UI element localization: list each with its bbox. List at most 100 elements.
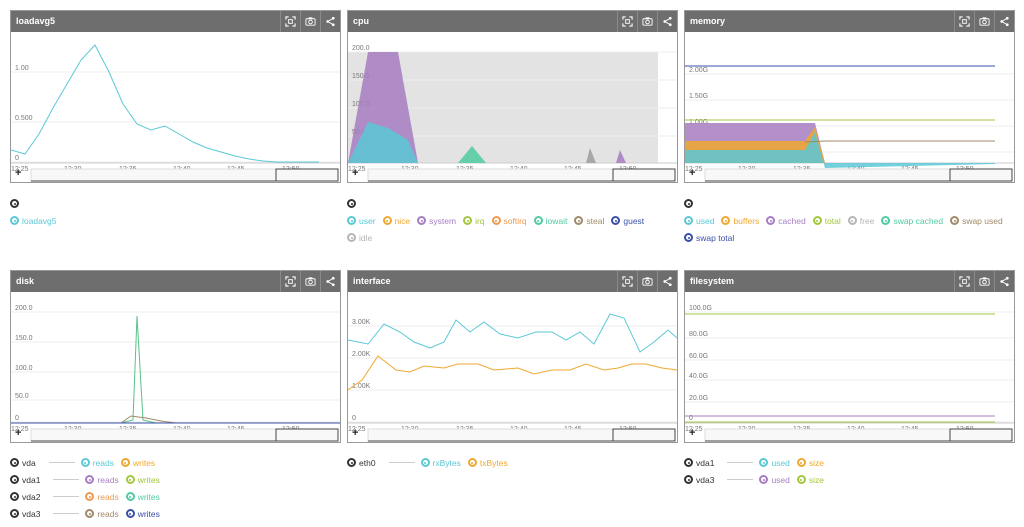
zoom-fit-icon[interactable] <box>954 11 974 32</box>
camera-icon[interactable] <box>974 271 994 292</box>
zoom-fit-icon[interactable] <box>617 11 637 32</box>
legend-item[interactable]: total <box>812 216 841 226</box>
legend-label: cached <box>778 215 806 226</box>
legend-item[interactable]: used <box>684 216 714 226</box>
share-icon[interactable] <box>657 11 677 32</box>
legend-item[interactable]: vda <box>10 458 36 468</box>
legend-item[interactable]: rxBytes <box>420 458 461 468</box>
legend-dot-icon <box>812 216 822 225</box>
legend-label: reads <box>97 491 119 502</box>
zoom-out-icon[interactable]: − <box>15 179 21 182</box>
legend-item[interactable]: steal <box>574 216 604 226</box>
legend-item[interactable]: system <box>417 216 456 226</box>
camera-icon[interactable] <box>300 271 320 292</box>
navigator-window <box>612 168 676 182</box>
legend-item[interactable]: swap cached <box>881 216 943 226</box>
legend-item[interactable]: swap used <box>950 216 1003 226</box>
legend-item[interactable]: vda3 <box>10 509 40 519</box>
legend-item[interactable]: cached <box>766 215 806 226</box>
legend-item[interactable]: swap total <box>684 233 734 243</box>
legend-item[interactable]: guest <box>611 216 644 226</box>
legend-label: used <box>771 474 790 485</box>
legend-item[interactable]: vda2 <box>10 492 40 502</box>
chart-area[interactable]: 3.00K2.00K1.00K012:2512:3012:3512:4012:4… <box>348 292 677 442</box>
camera-icon[interactable] <box>637 11 657 32</box>
legend-row: user nice system irq softirq iowait steal guest <box>347 212 677 229</box>
zoom-out-icon[interactable]: − <box>352 179 358 182</box>
legend-connector <box>727 462 754 463</box>
legend-item[interactable]: size <box>796 475 824 485</box>
legend-item[interactable]: used <box>759 458 790 468</box>
legend-item[interactable]: reads <box>85 491 119 502</box>
zoom-fit-icon[interactable] <box>280 11 300 32</box>
toggle-all-icon[interactable] <box>684 199 693 208</box>
zoom-fit-icon[interactable] <box>280 271 300 292</box>
zoom-fit-icon[interactable] <box>617 271 637 292</box>
legend-item[interactable]: reads <box>85 509 119 519</box>
camera-icon[interactable] <box>300 11 320 32</box>
zoom-in-icon[interactable]: + <box>352 167 358 179</box>
chart-area[interactable]: 200.0150.0100.050.0012:2512:3012:3512:40… <box>11 292 340 442</box>
legend-item[interactable]: free <box>847 216 874 226</box>
legend-connector <box>388 462 415 463</box>
legend-label: system <box>429 215 457 226</box>
legend-item[interactable]: writes <box>125 509 160 519</box>
zoom-out-icon[interactable]: − <box>689 179 695 182</box>
panel-disk: disk 200.0150.0100.050.0012:2512:3012:35… <box>10 270 341 443</box>
zoom-in-icon[interactable]: + <box>15 427 21 439</box>
camera-icon[interactable] <box>637 271 657 292</box>
chart-area[interactable]: 200.0150.0100.050.012:2512:3012:3512:401… <box>348 32 677 182</box>
zoom-out-icon[interactable]: − <box>352 439 358 442</box>
zoom-out-icon[interactable]: − <box>15 439 21 442</box>
legend-item[interactable]: user <box>347 216 376 226</box>
legend-connector <box>53 496 80 497</box>
zoom-in-icon[interactable]: + <box>689 167 695 179</box>
legend-item[interactable]: eth0 <box>347 458 376 468</box>
legend-dot-icon <box>847 216 857 225</box>
legend-item[interactable]: size <box>796 458 824 468</box>
zoom-out-icon[interactable]: − <box>689 439 695 442</box>
legend-label: eth0 <box>359 457 376 468</box>
share-icon[interactable] <box>657 271 677 292</box>
legend-dot-icon <box>796 458 806 467</box>
zoom-fit-icon[interactable] <box>954 271 974 292</box>
zoom-in-icon[interactable]: + <box>352 427 358 439</box>
legend-item[interactable]: vda1 <box>10 475 40 485</box>
x-tick-label: 12:25 <box>685 166 703 173</box>
legend-dot-icon <box>125 475 135 484</box>
legend-item[interactable]: irq <box>463 216 485 226</box>
toggle-all-icon[interactable] <box>10 199 19 208</box>
legend-item[interactable]: idle <box>347 233 372 243</box>
legend-item[interactable]: writes <box>125 492 160 502</box>
legend-item[interactable]: iowait <box>533 216 567 226</box>
navigator-window <box>275 168 339 182</box>
legend-item[interactable]: vda3 <box>684 475 714 485</box>
legend-item[interactable]: writes <box>125 475 160 485</box>
legend-dot-icon <box>10 458 19 467</box>
legend-item[interactable]: used <box>759 474 790 485</box>
share-icon[interactable] <box>320 11 340 32</box>
legend-item[interactable]: txBytes <box>467 457 508 468</box>
y-tick-label: 50.0 <box>15 393 29 400</box>
legend-item[interactable]: buffers <box>721 216 759 226</box>
zoom-in-icon[interactable]: + <box>689 427 695 439</box>
y-tick-label: 1.00 <box>15 65 29 72</box>
share-icon[interactable] <box>320 271 340 292</box>
legend-item[interactable]: reads <box>80 458 114 468</box>
navigator-window <box>612 428 676 442</box>
zoom-in-icon[interactable]: + <box>15 167 21 179</box>
chart-area[interactable]: 2.00G1.50G1.00G500.0M12:2512:3012:3512:4… <box>685 32 1014 182</box>
chart-area[interactable]: 1.000.500012:2512:3012:3512:4012:4512:50… <box>11 32 340 182</box>
camera-icon[interactable] <box>974 11 994 32</box>
legend-item[interactable]: vda1 <box>684 458 714 468</box>
legend-item[interactable]: reads <box>85 475 119 485</box>
legend-item[interactable]: softirq <box>491 216 527 226</box>
legend-label: txBytes <box>479 457 508 468</box>
legend-item[interactable]: loadavg5 <box>10 216 57 226</box>
legend-item[interactable]: nice <box>382 216 410 226</box>
chart-area[interactable]: 100.0G80.0G60.0G40.0G20.0G012:2512:3012:… <box>685 292 1014 442</box>
toggle-all-icon[interactable] <box>347 199 356 208</box>
share-icon[interactable] <box>994 11 1014 32</box>
share-icon[interactable] <box>994 271 1014 292</box>
legend-item[interactable]: writes <box>120 458 155 468</box>
